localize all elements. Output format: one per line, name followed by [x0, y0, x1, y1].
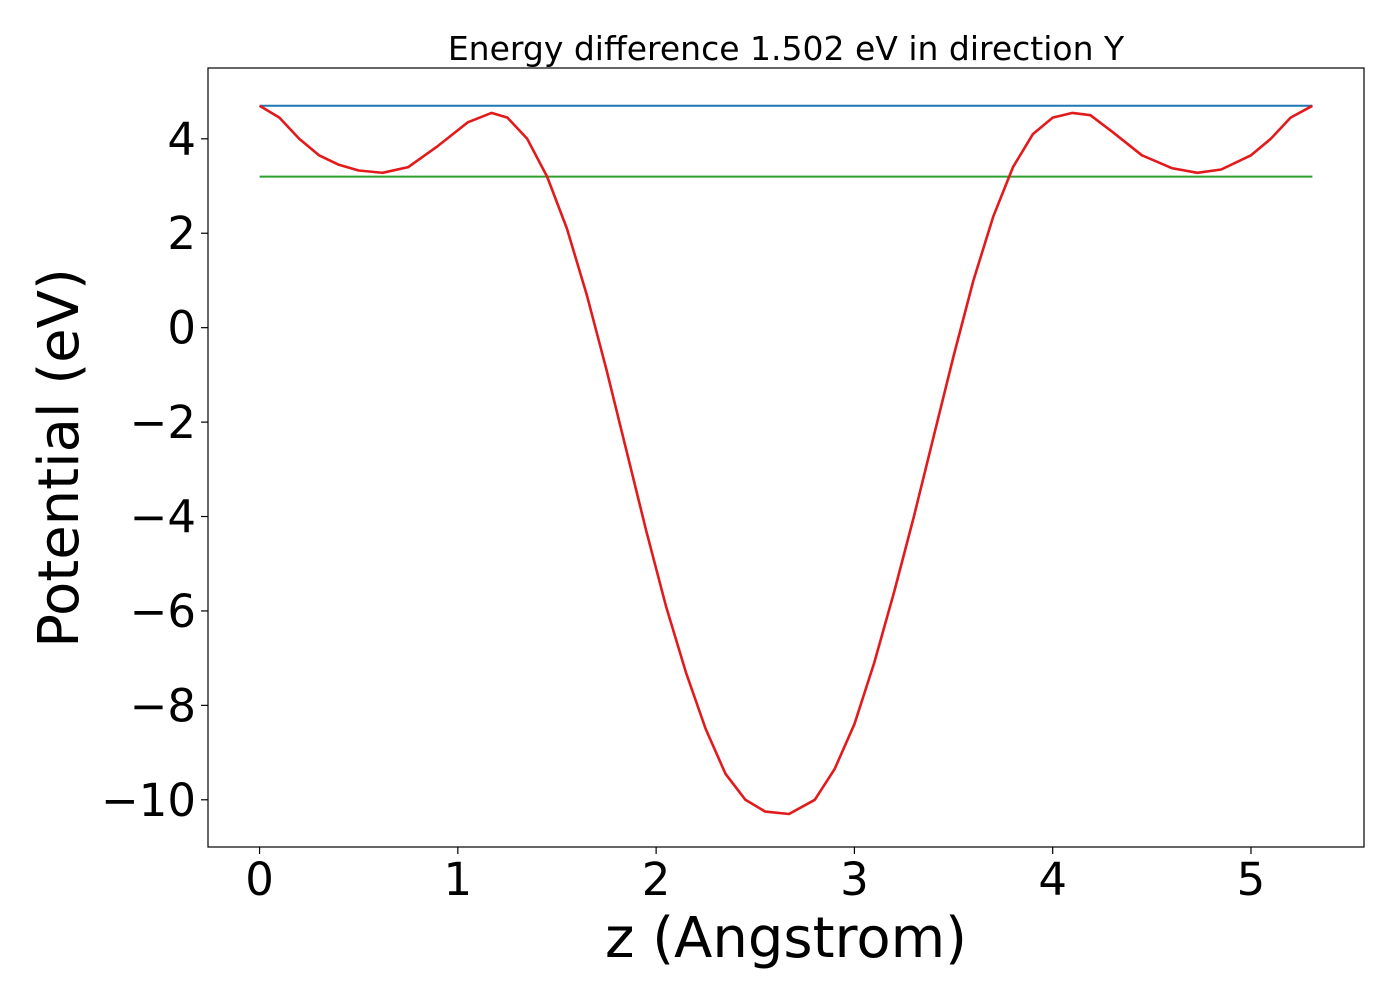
x-tick-label: 5	[1237, 853, 1266, 906]
chart-title: Energy difference 1.502 eV in direction …	[448, 29, 1125, 68]
x-tick-label: 3	[840, 853, 869, 906]
y-axis-label: Potential (eV)	[27, 268, 92, 648]
series-line-3	[258, 104, 1314, 816]
y-tick-label: 4	[167, 113, 196, 166]
y-tick-label: −4	[130, 491, 196, 544]
plot-area: 0 1 2 3 4 5 4 2 0 −2 −4 −6 −8 −10	[101, 67, 1365, 906]
y-tick-label: −6	[130, 585, 196, 638]
y-tick-label: −8	[130, 679, 196, 732]
y-tick-label: 2	[167, 207, 196, 260]
x-axis-label: z (Angstrom)	[605, 906, 967, 971]
x-tick-label: 4	[1038, 853, 1067, 906]
y-tick-label: 0	[167, 302, 196, 355]
y-tick-label: −10	[101, 774, 196, 827]
x-tick-label: 2	[642, 853, 671, 906]
y-tick-label: −2	[130, 396, 196, 449]
x-tick-label: 0	[245, 853, 274, 906]
x-tick-label: 1	[444, 853, 473, 906]
plot-frame	[207, 67, 1365, 848]
